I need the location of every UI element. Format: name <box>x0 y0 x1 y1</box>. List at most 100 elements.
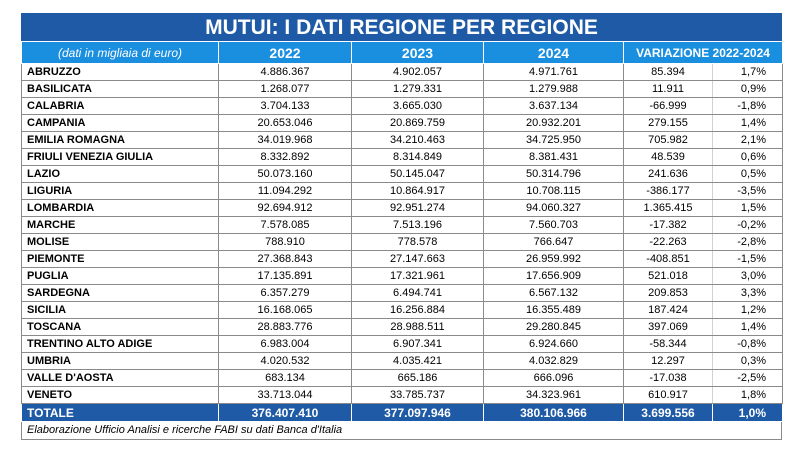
value-2024-cell: 29.280.845 <box>483 318 624 336</box>
table-row: LOMBARDIA 92.694.912 92.951.274 94.060.327 1… <box>21 199 783 217</box>
value-2023-cell: 17.321.961 <box>351 267 484 285</box>
variation-pct-cell: 1,4% <box>712 114 783 132</box>
value-2023-cell: 6.494.741 <box>351 284 484 302</box>
region-cell: CAMPANIA <box>21 114 219 132</box>
value-2024-cell: 20.932.201 <box>483 114 624 132</box>
variation-abs-cell: 209.853 <box>623 284 713 302</box>
table-row: EMILIA ROMAGNA 34.019.968 34.210.463 34.725… <box>21 131 783 149</box>
value-2023-cell: 33.785.737 <box>351 386 484 404</box>
value-2022-cell: 11.094.292 <box>218 182 352 200</box>
value-2022-cell: 28.883.776 <box>218 318 352 336</box>
region-cell: ABRUZZO <box>21 63 219 81</box>
region-cell: TOTALE <box>21 403 219 422</box>
variation-pct-cell: 1,0% <box>712 403 783 422</box>
mortgage-table: (dati in migliaia di euro) 2022 2023 202… <box>21 41 783 422</box>
table-row: SICILIA 16.168.065 16.256.884 16.355.489 187… <box>21 301 783 319</box>
table-title: MUTUI: I DATI REGIONE PER REGIONE <box>21 13 782 41</box>
value-2024-cell: 34.323.961 <box>483 386 624 404</box>
value-2022-cell: 27.368.843 <box>218 250 352 268</box>
region-cell: TOSCANA <box>21 318 219 336</box>
variation-pct-cell: -2,8% <box>712 233 783 251</box>
value-2022-cell: 376.407.410 <box>218 403 352 422</box>
variation-pct-cell: 0,5% <box>712 165 783 183</box>
value-2023-cell: 7.513.196 <box>351 216 484 234</box>
unit-note-header: (dati in migliaia di euro) <box>21 41 219 64</box>
region-cell: LAZIO <box>21 165 219 183</box>
value-2024-cell: 666.096 <box>483 369 624 387</box>
table-row: UMBRIA 4.020.532 4.035.421 4.032.829 12.297 0… <box>21 352 783 370</box>
value-2024-cell: 16.355.489 <box>483 301 624 319</box>
table-row: PIEMONTE 27.368.843 27.147.663 26.959.992 -4… <box>21 250 783 268</box>
region-cell: VALLE D'AOSTA <box>21 369 219 387</box>
variation-abs-cell: 397.069 <box>623 318 713 336</box>
table-row: SARDEGNA 6.357.279 6.494.741 6.567.132 209.8… <box>21 284 783 302</box>
variation-pct-cell: 1,5% <box>712 199 783 217</box>
variation-abs-cell: -408.851 <box>623 250 713 268</box>
variation-pct-cell: -3,5% <box>712 182 783 200</box>
table-row: ABRUZZO 4.886.367 4.902.057 4.971.761 85.394… <box>21 63 783 81</box>
value-2023-cell: 50.145.047 <box>351 165 484 183</box>
variation-pct-cell: 1,4% <box>712 318 783 336</box>
table-row: VALLE D'AOSTA 683.134 665.186 666.096 -17.03… <box>21 369 783 387</box>
value-2024-cell: 4.971.761 <box>483 63 624 81</box>
value-2023-cell: 6.907.341 <box>351 335 484 353</box>
value-2022-cell: 17.135.891 <box>218 267 352 285</box>
variation-abs-cell: -386.177 <box>623 182 713 200</box>
value-2023-cell: 16.256.884 <box>351 301 484 319</box>
year-2024-header: 2024 <box>483 41 624 64</box>
value-2024-cell: 94.060.327 <box>483 199 624 217</box>
variation-abs-cell: 3.699.556 <box>623 403 713 422</box>
year-2022-header: 2022 <box>218 41 352 64</box>
value-2024-cell: 380.106.966 <box>483 403 624 422</box>
value-2022-cell: 7.578.085 <box>218 216 352 234</box>
table-row: VENETO 33.713.044 33.785.737 34.323.961 610.… <box>21 386 783 404</box>
variation-abs-cell: -22.263 <box>623 233 713 251</box>
variation-abs-cell: 610.917 <box>623 386 713 404</box>
region-cell: MOLISE <box>21 233 219 251</box>
table-row: BASILICATA 1.268.077 1.279.331 1.279.988 11.… <box>21 80 783 98</box>
region-cell: BASILICATA <box>21 80 219 98</box>
variation-abs-cell: 1.365.415 <box>623 199 713 217</box>
variation-abs-cell: 48.539 <box>623 148 713 166</box>
region-cell: VENETO <box>21 386 219 404</box>
variation-pct-cell: 0,3% <box>712 352 783 370</box>
year-2023-header: 2023 <box>351 41 484 64</box>
value-2023-cell: 10.864.917 <box>351 182 484 200</box>
value-2023-cell: 4.035.421 <box>351 352 484 370</box>
region-cell: CALABRIA <box>21 97 219 115</box>
variation-pct-cell: -0,8% <box>712 335 783 353</box>
value-2022-cell: 16.168.065 <box>218 301 352 319</box>
value-2023-cell: 27.147.663 <box>351 250 484 268</box>
value-2023-cell: 20.869.759 <box>351 114 484 132</box>
variation-pct-cell: -0,2% <box>712 216 783 234</box>
region-cell: PUGLIA <box>21 267 219 285</box>
table-row: CAMPANIA 20.653.046 20.869.759 20.932.201 27… <box>21 114 783 132</box>
variation-pct-cell: 1,2% <box>712 301 783 319</box>
value-2024-cell: 8.381.431 <box>483 148 624 166</box>
variation-abs-cell: -17.382 <box>623 216 713 234</box>
table-row: FRIULI VENEZIA GIULIA 8.332.892 8.314.849 8… <box>21 148 783 166</box>
value-2023-cell: 778.578 <box>351 233 484 251</box>
table-body: ABRUZZO 4.886.367 4.902.057 4.971.761 85.394… <box>21 63 783 422</box>
value-2023-cell: 4.902.057 <box>351 63 484 81</box>
value-2023-cell: 28.988.511 <box>351 318 484 336</box>
table-row: LIGURIA 11.094.292 10.864.917 10.708.115 -38… <box>21 182 783 200</box>
value-2024-cell: 4.032.829 <box>483 352 624 370</box>
value-2022-cell: 4.886.367 <box>218 63 352 81</box>
table-row: PUGLIA 17.135.891 17.321.961 17.656.909 521.… <box>21 267 783 285</box>
value-2022-cell: 4.020.532 <box>218 352 352 370</box>
variation-abs-cell: 521.018 <box>623 267 713 285</box>
variation-abs-cell: 85.394 <box>623 63 713 81</box>
value-2024-cell: 10.708.115 <box>483 182 624 200</box>
variation-pct-cell: -1,8% <box>712 97 783 115</box>
value-2022-cell: 20.653.046 <box>218 114 352 132</box>
value-2022-cell: 788.910 <box>218 233 352 251</box>
variation-pct-cell: 0,9% <box>712 80 783 98</box>
value-2024-cell: 766.647 <box>483 233 624 251</box>
value-2023-cell: 1.279.331 <box>351 80 484 98</box>
value-2024-cell: 6.924.660 <box>483 335 624 353</box>
value-2023-cell: 3.665.030 <box>351 97 484 115</box>
table-row: TRENTINO ALTO ADIGE 6.983.004 6.907.341 6.9… <box>21 335 783 353</box>
value-2022-cell: 6.983.004 <box>218 335 352 353</box>
value-2024-cell: 1.279.988 <box>483 80 624 98</box>
